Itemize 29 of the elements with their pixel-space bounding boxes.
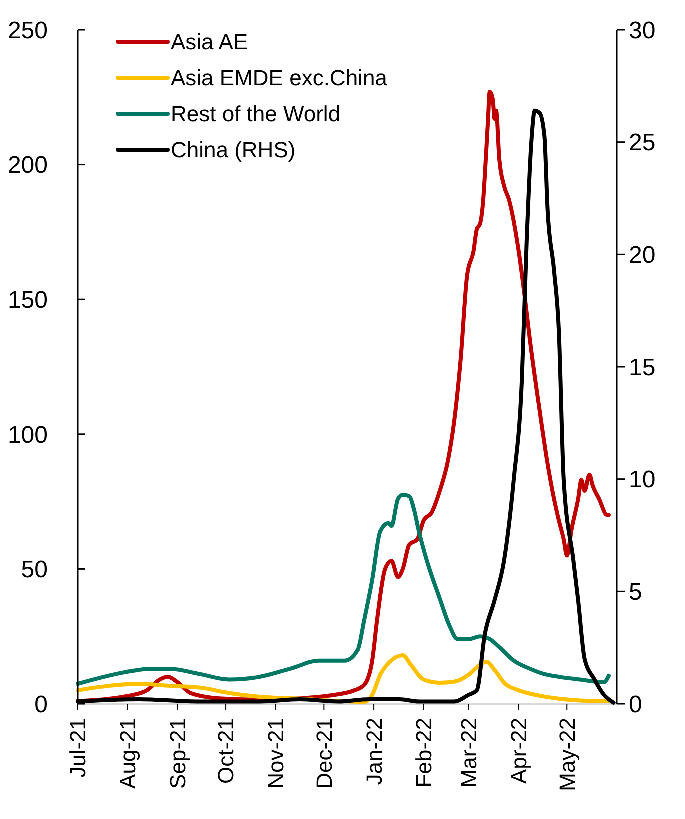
legend-label: Rest of the World (171, 102, 341, 127)
legend-label: Asia EMDE exc.China (171, 66, 388, 91)
legend-label: Asia AE (171, 30, 248, 55)
x-tick-label: Aug-21 (116, 718, 141, 789)
x-tick-label: Apr-22 (506, 718, 532, 784)
x-tick-label: May-22 (554, 718, 580, 792)
x-tick-label: Feb-22 (412, 718, 437, 788)
y2-tick-label: 20 (629, 242, 656, 270)
legend-label: China (RHS) (171, 138, 296, 163)
line-series (76, 493, 611, 686)
x-tick-label: Nov-21 (264, 718, 289, 789)
y2-tick-label: 0 (629, 691, 642, 718)
y-tick-label: 100 (8, 422, 48, 449)
y-tick-label: 50 (21, 556, 48, 584)
x-tick-label: Oct-21 (214, 718, 239, 784)
y-tick-label: 200 (8, 152, 48, 180)
y2-tick-label: 25 (629, 130, 656, 157)
y2-tick-label: 5 (629, 579, 642, 606)
x-tick-label: Sep-21 (165, 718, 190, 789)
y-tick-label: 150 (8, 287, 48, 314)
x-tick-label: Jan-22 (362, 718, 387, 786)
y2-tick-label: 10 (629, 466, 656, 494)
y-tick-label: 250 (8, 17, 48, 44)
y-tick-label: 0 (34, 691, 48, 718)
x-tick-label: Dec-21 (312, 718, 337, 789)
y2-tick-label: 30 (629, 17, 656, 44)
x-tick-label: Jul-21 (66, 718, 91, 778)
y2-tick-label: 15 (629, 354, 656, 382)
x-tick-label: Mar-22 (456, 718, 482, 788)
